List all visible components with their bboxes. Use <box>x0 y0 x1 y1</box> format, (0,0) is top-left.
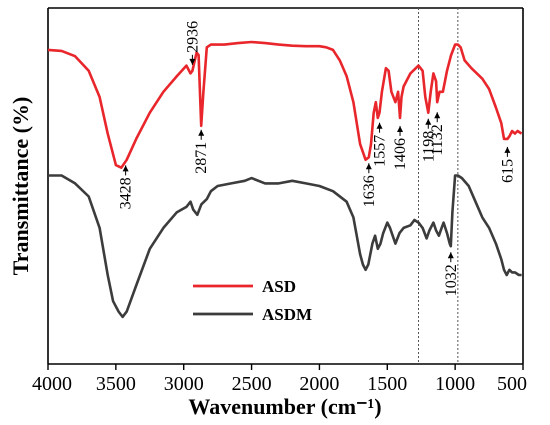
series-line-asdm <box>48 174 522 319</box>
x-tick-label-4: 2000 <box>299 373 339 395</box>
annotation-arrowhead-2936 <box>189 58 196 65</box>
annotation-label-1406: 1406 <box>392 138 409 170</box>
annotation-label-1557: 1557 <box>372 135 389 167</box>
x-tick-label-2: 3000 <box>164 373 204 395</box>
x-tick-label-3: 2500 <box>232 373 272 395</box>
annotation-label-3428: 3428 <box>118 177 135 209</box>
reference-lines <box>418 8 459 364</box>
annotation-arrowhead-1198 <box>425 118 432 125</box>
annotation-label-1132: 1132 <box>429 124 446 155</box>
annotation-label-2936: 2936 <box>184 21 201 53</box>
x-axis-title: Wavenumber (cm⁻¹) <box>188 394 381 419</box>
x-tick-label-1: 3500 <box>96 373 136 395</box>
annotation-arrowhead-1406 <box>397 125 404 132</box>
annotation-arrowhead-1557 <box>376 122 383 129</box>
series-line-asd <box>47 40 523 169</box>
y-axis-title: Transmittance (%) <box>8 97 33 276</box>
annotation-label-1032: 1032 <box>443 264 460 296</box>
annotation-arrowhead-3428 <box>122 165 129 172</box>
annotation-label-2871: 2871 <box>193 142 210 174</box>
legend: ASD ASDM <box>193 277 312 324</box>
annotation-label-1636: 1636 <box>361 175 378 207</box>
annotation-label-615: 615 <box>499 159 516 183</box>
annotation-arrowhead-1636 <box>365 163 372 170</box>
annotation-label-1198: 1198 <box>420 131 437 162</box>
x-tick-label-0: 4000 <box>32 373 72 395</box>
annotation-arrowhead-1032 <box>447 252 454 259</box>
series-group <box>47 40 523 319</box>
legend-label-asdm: ASDM <box>262 305 312 324</box>
x-ticks: 4000 3500 3000 2500 2000 1500 1000 500 <box>32 364 527 395</box>
x-tick-label-5: 1500 <box>367 373 407 395</box>
annotation-arrowhead-1132 <box>434 112 441 119</box>
x-tick-label-7: 500 <box>497 373 527 395</box>
annotation-arrowhead-615 <box>504 146 511 153</box>
annotation-arrowhead-2871 <box>198 129 205 136</box>
x-tick-label-6: 1000 <box>435 373 475 395</box>
legend-label-asd: ASD <box>262 277 296 296</box>
